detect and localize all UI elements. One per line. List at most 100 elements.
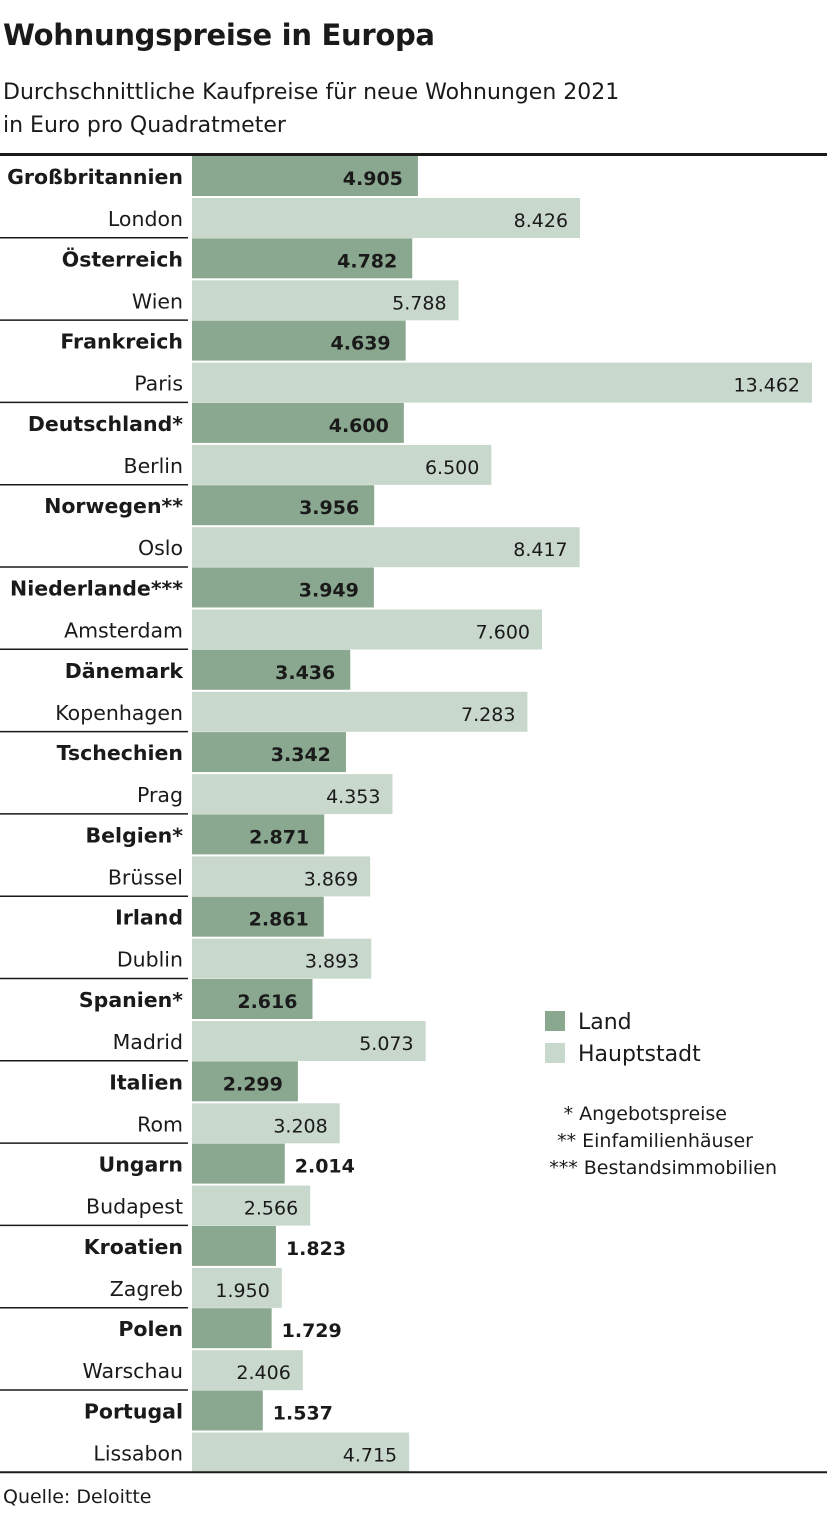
bar-land bbox=[192, 896, 324, 937]
country-label: Irland bbox=[115, 906, 183, 930]
bar-hauptstadt bbox=[192, 1103, 340, 1144]
bar-land bbox=[192, 320, 406, 361]
value-label-hauptstadt: 3.893 bbox=[305, 951, 359, 973]
bar-hauptstadt bbox=[192, 774, 393, 815]
capital-label: Zagreb bbox=[110, 1277, 183, 1301]
bar-hauptstadt bbox=[192, 1267, 282, 1308]
source-note: Quelle: Deloitte bbox=[3, 1486, 152, 1508]
bar-land bbox=[192, 1308, 272, 1349]
value-label-hauptstadt: 5.073 bbox=[359, 1033, 413, 1055]
country-label: Portugal bbox=[84, 1400, 183, 1424]
country-label: Dänemark bbox=[65, 659, 185, 683]
bar-hauptstadt bbox=[192, 444, 492, 485]
country-label: Frankreich bbox=[60, 330, 183, 354]
capital-label: Berlin bbox=[124, 454, 184, 478]
value-label-land: 4.639 bbox=[331, 333, 391, 355]
bar-land bbox=[192, 979, 313, 1019]
capital-label: Budapest bbox=[86, 1195, 183, 1219]
bar-hauptstadt bbox=[192, 1021, 426, 1061]
value-label-hauptstadt: 5.788 bbox=[392, 292, 446, 314]
country-label: Tschechien bbox=[57, 741, 183, 765]
capital-label: Rom bbox=[137, 1112, 183, 1136]
bar-land bbox=[192, 402, 404, 443]
value-label-hauptstadt: 3.208 bbox=[273, 1115, 327, 1137]
bar-hauptstadt bbox=[192, 1185, 311, 1226]
value-label-land: 3.342 bbox=[271, 744, 331, 766]
capital-label: Brüssel bbox=[108, 865, 183, 889]
value-label-hauptstadt: 4.715 bbox=[343, 1445, 397, 1467]
value-label-land: 2.616 bbox=[237, 991, 297, 1013]
country-label: Großbritannien bbox=[7, 165, 183, 189]
capital-label: Amsterdam bbox=[64, 619, 183, 643]
value-label-land: 2.871 bbox=[249, 826, 309, 848]
value-label-land: 1.823 bbox=[286, 1238, 346, 1260]
bar-hauptstadt bbox=[192, 1432, 410, 1473]
legend-label-hauptstadt: Hauptstadt bbox=[578, 1042, 701, 1067]
capital-label: Warschau bbox=[83, 1359, 183, 1383]
value-label-land: 4.905 bbox=[343, 168, 403, 190]
country-label: Kroatien bbox=[84, 1235, 183, 1259]
bar-land bbox=[192, 649, 351, 690]
chart-title: Wohnungspreise in Europa bbox=[3, 18, 435, 52]
bar-land bbox=[192, 814, 325, 855]
bar-hauptstadt bbox=[192, 198, 581, 238]
bar-hauptstadt bbox=[192, 856, 371, 897]
bars-layer bbox=[192, 156, 812, 1473]
footnotes: * Angebotspreise ** Einfamilienhäuser **… bbox=[549, 1103, 777, 1179]
bar-hauptstadt bbox=[192, 280, 459, 321]
value-label-land: 3.436 bbox=[275, 662, 335, 684]
capital-label: Wien bbox=[132, 289, 183, 313]
bar-land bbox=[192, 1225, 276, 1266]
value-label-land: 1.537 bbox=[273, 1403, 333, 1425]
bar-land bbox=[192, 238, 413, 279]
country-label: Italien bbox=[109, 1070, 183, 1094]
legend: Land Hauptstadt bbox=[545, 1010, 701, 1067]
legend-label-land: Land bbox=[578, 1010, 632, 1035]
value-label-hauptstadt: 6.500 bbox=[425, 457, 479, 479]
legend-swatch-hauptstadt bbox=[545, 1043, 565, 1063]
value-label-hauptstadt: 4.353 bbox=[326, 786, 380, 808]
bar-land bbox=[192, 1143, 285, 1184]
bar-land bbox=[192, 156, 418, 196]
value-label-land: 2.014 bbox=[295, 1156, 355, 1178]
country-label: Norwegen** bbox=[44, 494, 183, 518]
value-label-land: 3.956 bbox=[299, 497, 359, 519]
value-label-hauptstadt: 8.417 bbox=[513, 539, 567, 561]
value-label-hauptstadt: 2.566 bbox=[244, 1198, 298, 1220]
bar-land bbox=[192, 567, 374, 608]
capital-label: Paris bbox=[134, 372, 183, 396]
country-label: Polen bbox=[118, 1317, 183, 1341]
legend-swatch-land bbox=[545, 1011, 565, 1031]
capital-label: London bbox=[108, 207, 183, 231]
capital-label: Lissabon bbox=[93, 1442, 183, 1466]
value-label-hauptstadt: 1.950 bbox=[215, 1280, 269, 1302]
country-label: Deutschland* bbox=[28, 412, 183, 436]
footnote-2: ** Einfamilienhäuser bbox=[557, 1130, 753, 1152]
bar-hauptstadt bbox=[192, 1350, 303, 1391]
value-label-land: 1.729 bbox=[282, 1320, 342, 1342]
country-label: Ungarn bbox=[99, 1153, 183, 1177]
chart-subtitle: Durchschnittliche Kaufpreise für neue Wo… bbox=[3, 76, 763, 142]
value-label-land: 4.782 bbox=[337, 250, 397, 272]
value-label-land: 4.600 bbox=[329, 415, 389, 437]
capital-label: Oslo bbox=[138, 536, 183, 560]
bar-hauptstadt bbox=[192, 362, 812, 403]
bar-hauptstadt bbox=[192, 691, 528, 732]
bar-land bbox=[192, 1390, 263, 1431]
capital-label: Dublin bbox=[117, 948, 183, 972]
country-label: Spanien* bbox=[79, 988, 183, 1012]
bar-hauptstadt bbox=[192, 938, 372, 979]
subtitle-line-2: in Euro pro Quadratmeter bbox=[3, 113, 286, 138]
bar-land bbox=[192, 1061, 298, 1102]
value-label-hauptstadt: 8.426 bbox=[514, 210, 568, 232]
bar-hauptstadt bbox=[192, 609, 543, 650]
country-label: Belgien* bbox=[86, 823, 184, 847]
bar-hauptstadt bbox=[192, 527, 580, 568]
bar-land bbox=[192, 732, 346, 773]
subtitle-line-1: Durchschnittliche Kaufpreise für neue Wo… bbox=[3, 80, 620, 105]
capital-label: Madrid bbox=[113, 1030, 183, 1054]
capital-label: Kopenhagen bbox=[55, 701, 183, 725]
country-label: Niederlande*** bbox=[10, 577, 183, 601]
value-label-land: 3.949 bbox=[299, 580, 359, 602]
